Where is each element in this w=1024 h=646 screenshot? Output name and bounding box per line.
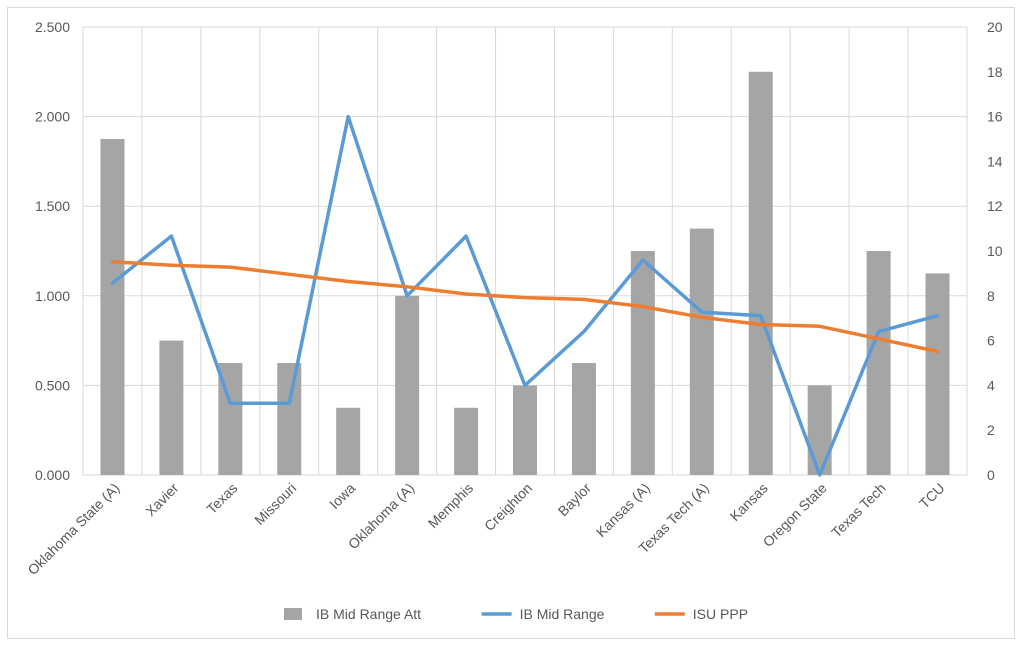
y-right-tick-label: 14: [987, 153, 1003, 169]
bar-series: [100, 71, 950, 476]
x-category-label: Iowa: [326, 480, 358, 512]
bar: [866, 251, 891, 475]
right-axis: 0 2 4 6 8 10 12 14 16 18 20: [987, 19, 1003, 483]
bar: [159, 340, 184, 475]
bar: [571, 363, 596, 475]
y-left-tick-label: 1.500: [35, 198, 70, 214]
bar: [630, 251, 655, 475]
bar: [336, 407, 361, 475]
x-category-label: Oregon State: [760, 480, 830, 550]
legend: IB Mid Range Att IB Mid Range ISU PPP: [284, 606, 748, 622]
x-category-label: Kansas (A): [593, 480, 653, 540]
y-left-tick-label: 0.000: [35, 467, 70, 483]
bar: [277, 363, 302, 475]
y-left-tick-label: 2.500: [35, 19, 70, 35]
bar: [100, 139, 125, 475]
y-right-tick-label: 6: [987, 333, 995, 349]
series-line: [110, 260, 940, 354]
y-right-tick-label: 18: [987, 64, 1003, 80]
y-right-tick-label: 10: [987, 243, 1003, 259]
y-left-tick-label: 1.000: [35, 288, 70, 304]
x-category-label: Creighton: [481, 480, 535, 534]
legend-label: IB Mid Range Att: [316, 606, 421, 622]
x-category-label: Oklahoma State (A): [24, 480, 122, 578]
x-category-label: Xavier: [142, 480, 182, 520]
x-category-label: Missouri: [251, 480, 299, 528]
x-category-label: Texas Tech: [828, 480, 889, 541]
x-category-label: Kansas: [727, 480, 771, 524]
x-category-label: Baylor: [555, 480, 595, 520]
category-axis: Oklahoma State (A) Xavier Texas Missouri Iow…: [24, 480, 947, 578]
y-right-tick-label: 12: [987, 198, 1003, 214]
x-category-label: Memphis: [425, 480, 476, 531]
bar: [807, 385, 832, 475]
line-series: [110, 114, 940, 477]
bar: [925, 273, 950, 475]
bar: [395, 295, 420, 475]
bar: [748, 71, 773, 476]
bar: [689, 228, 714, 475]
y-left-tick-label: 0.500: [35, 377, 70, 393]
left-axis: 0.000 0.500 1.000 1.500 2.000 2.500: [35, 19, 70, 483]
series-line: [110, 114, 940, 477]
y-right-tick-label: 4: [987, 377, 995, 393]
legend-label: ISU PPP: [693, 606, 748, 622]
y-right-tick-label: 16: [987, 109, 1003, 125]
y-left-tick-label: 2.000: [35, 109, 70, 125]
chart-frame: [7, 7, 1015, 639]
y-right-tick-label: 20: [987, 19, 1003, 35]
y-right-tick-label: 2: [987, 422, 995, 438]
y-right-tick-label: 0: [987, 467, 995, 483]
bar: [513, 385, 537, 475]
bar: [454, 407, 479, 475]
y-right-tick-label: 8: [987, 288, 995, 304]
legend-swatch: [284, 608, 302, 620]
legend-label: IB Mid Range: [520, 606, 605, 622]
x-category-label: Texas: [203, 480, 240, 517]
x-category-label: TCU: [916, 480, 948, 512]
